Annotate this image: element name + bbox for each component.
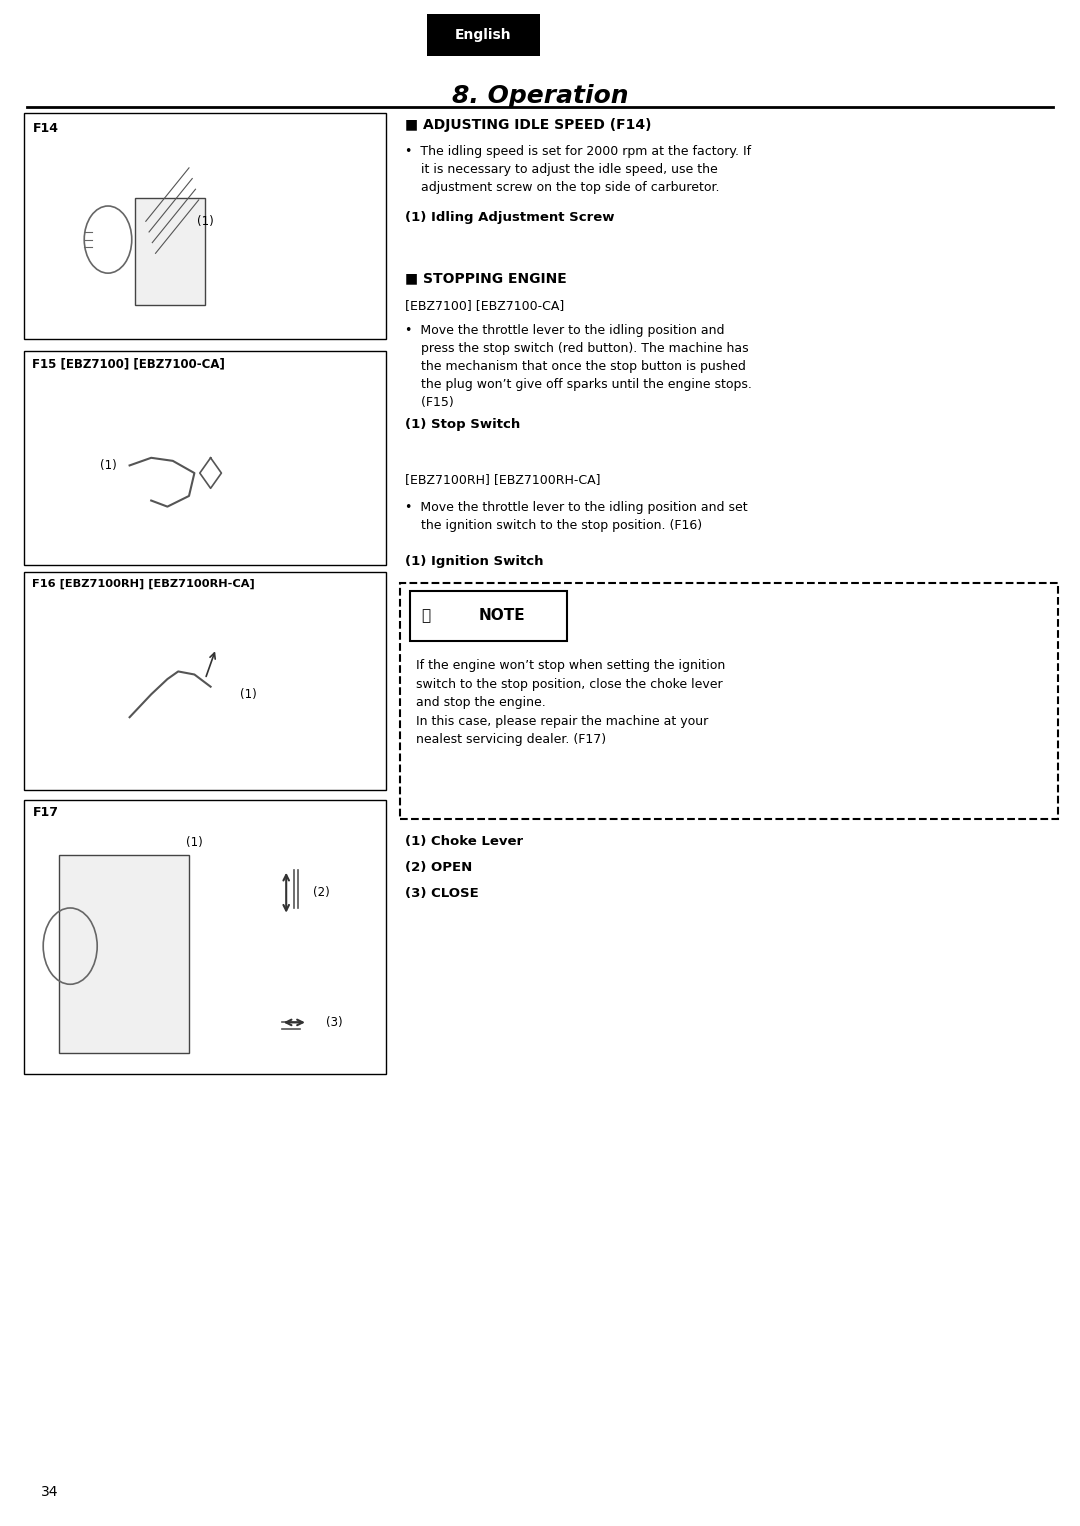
- Text: (1) Ignition Switch: (1) Ignition Switch: [405, 555, 543, 569]
- Text: (1): (1): [197, 215, 214, 227]
- Bar: [410, 591, 567, 641]
- Text: (1) Idling Adjustment Screw: (1) Idling Adjustment Screw: [405, 211, 615, 224]
- Bar: [24, 800, 386, 1074]
- Text: (2): (2): [313, 887, 330, 899]
- Text: English: English: [455, 27, 512, 43]
- Text: 📖: 📖: [421, 609, 430, 623]
- Text: (1): (1): [186, 836, 203, 848]
- Text: If the engine won’t stop when setting the ignition
switch to the stop position, : If the engine won’t stop when setting th…: [416, 659, 725, 746]
- Text: (1) Stop Switch: (1) Stop Switch: [405, 418, 521, 432]
- Text: F17: F17: [32, 806, 58, 819]
- Bar: [24, 572, 386, 790]
- Text: F16 [EBZ7100RH] [EBZ7100RH-CA]: F16 [EBZ7100RH] [EBZ7100RH-CA]: [32, 578, 255, 589]
- Text: [EBZ7100] [EBZ7100-CA]: [EBZ7100] [EBZ7100-CA]: [405, 299, 564, 313]
- Text: (1): (1): [240, 688, 257, 700]
- FancyBboxPatch shape: [427, 14, 540, 56]
- Text: ■ ADJUSTING IDLE SPEED (F14): ■ ADJUSTING IDLE SPEED (F14): [405, 118, 651, 131]
- Text: •  The idling speed is set for 2000 rpm at the factory. If
    it is necessary t: • The idling speed is set for 2000 rpm a…: [405, 145, 751, 194]
- Bar: [24, 113, 386, 339]
- Bar: [59, 855, 189, 1053]
- Text: F14: F14: [32, 122, 58, 136]
- Text: (3) CLOSE: (3) CLOSE: [405, 887, 478, 900]
- Text: •  Move the throttle lever to the idling position and set
    the ignition switc: • Move the throttle lever to the idling …: [405, 501, 747, 531]
- Text: [EBZ7100RH] [EBZ7100RH-CA]: [EBZ7100RH] [EBZ7100RH-CA]: [405, 473, 600, 487]
- Bar: [24, 351, 386, 565]
- Text: •  Move the throttle lever to the idling position and
    press the stop switch : • Move the throttle lever to the idling …: [405, 324, 752, 409]
- Text: ■ STOPPING ENGINE: ■ STOPPING ENGINE: [405, 272, 567, 285]
- FancyBboxPatch shape: [400, 583, 1058, 819]
- Text: 8. Operation: 8. Operation: [451, 84, 629, 108]
- Text: (3): (3): [326, 1016, 343, 1029]
- Text: (1) Choke Lever: (1) Choke Lever: [405, 835, 523, 848]
- Text: NOTE: NOTE: [478, 609, 526, 623]
- Text: (2) OPEN: (2) OPEN: [405, 861, 472, 874]
- Text: (1): (1): [99, 459, 117, 472]
- Bar: [135, 198, 205, 305]
- Text: F15 [EBZ7100] [EBZ7100-CA]: F15 [EBZ7100] [EBZ7100-CA]: [32, 357, 226, 371]
- Text: 34: 34: [41, 1485, 58, 1499]
